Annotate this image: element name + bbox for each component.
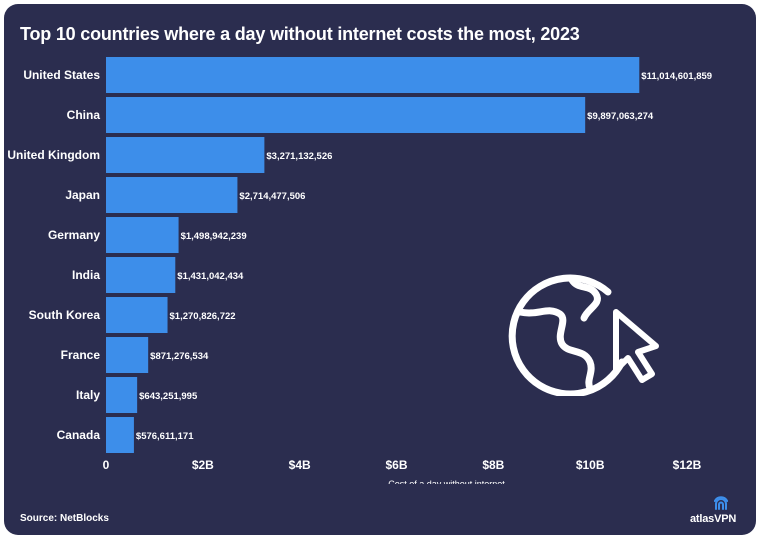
bar[interactable]: [106, 417, 134, 453]
bar[interactable]: [106, 177, 238, 213]
category-label: Germany: [48, 228, 100, 242]
chart-card: Top 10 countries where a day without int…: [4, 4, 756, 535]
x-tick-label: $12B: [673, 458, 702, 472]
category-label: Italy: [76, 388, 100, 402]
chart-title: Top 10 countries where a day without int…: [20, 24, 580, 44]
x-tick-label: $4B: [289, 458, 311, 472]
brand-name: atlasVPN: [690, 513, 737, 525]
x-tick-label: $2B: [192, 458, 214, 472]
x-tick-label: $8B: [482, 458, 504, 472]
category-label: France: [61, 348, 101, 362]
bar[interactable]: [106, 97, 586, 133]
data-label: $2,714,477,506: [239, 191, 305, 202]
x-tick-label: $6B: [385, 458, 407, 472]
data-label: $871,276,534: [150, 351, 209, 362]
data-label: $9,897,063,274: [587, 111, 654, 122]
atlas-vpn-logo-icon: [714, 496, 728, 510]
data-label: $3,271,132,526: [266, 151, 332, 162]
x-tick-label: $10B: [576, 458, 605, 472]
bar-chart: United States $11,014,601,859 China $9,897,…: [7, 57, 712, 484]
bar[interactable]: [106, 377, 138, 413]
category-label: India: [72, 268, 100, 282]
bar[interactable]: [106, 337, 149, 373]
category-label: United Kingdom: [7, 148, 100, 162]
data-label: $1,270,826,722: [170, 311, 236, 322]
bar[interactable]: [106, 297, 168, 333]
data-label: $1,498,942,239: [181, 231, 247, 242]
category-label: South Korea: [29, 308, 101, 322]
globe-cursor-icon: [508, 274, 659, 396]
data-label: $643,251,995: [139, 391, 198, 402]
source-note: Source: NetBlocks: [20, 513, 109, 524]
category-label: Japan: [65, 188, 100, 202]
x-axis-label: Cost of a day without internet: [388, 479, 505, 484]
data-label: $11,014,601,859: [641, 71, 712, 82]
data-label: $576,611,171: [136, 431, 194, 442]
category-label: China: [67, 108, 101, 122]
bar[interactable]: [106, 257, 176, 293]
data-label: $1,431,042,434: [177, 271, 244, 282]
bar[interactable]: [106, 57, 640, 93]
bar[interactable]: [106, 217, 179, 253]
category-label: Canada: [57, 428, 101, 442]
brand: atlasVPN: [690, 495, 746, 531]
bar[interactable]: [106, 137, 265, 173]
x-tick-label: 0: [103, 458, 110, 472]
category-label: United States: [23, 68, 100, 82]
